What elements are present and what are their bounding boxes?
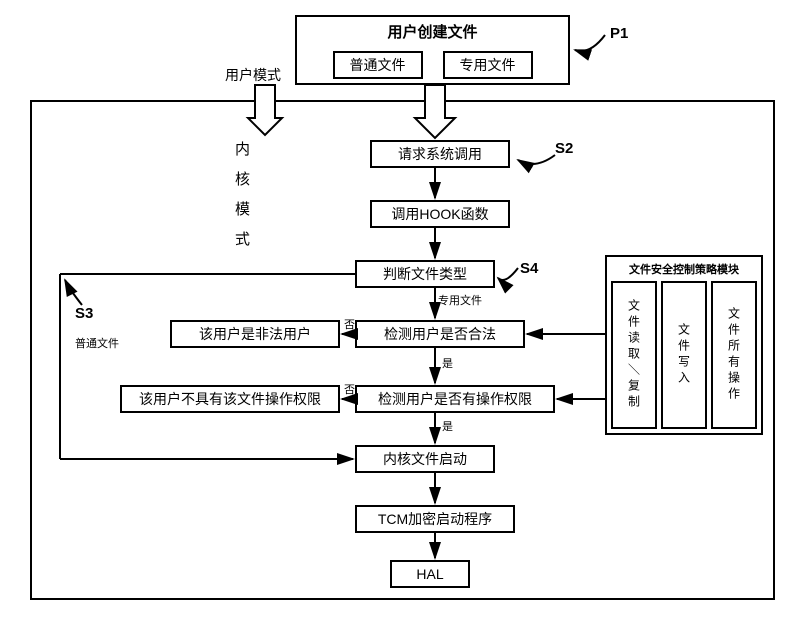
policy-title: 文件安全控制策略模块: [611, 261, 757, 277]
edge-label-special: 专用文件: [438, 292, 482, 308]
node-tcm: TCM加密启动程序: [355, 505, 515, 533]
normal-file-box: 普通文件: [333, 51, 423, 79]
node-hal: HAL: [390, 560, 470, 588]
user-mode-label: 用户模式: [225, 65, 281, 85]
node-check-user: 检测用户是否合法: [355, 320, 525, 348]
node-illegal-user: 该用户是非法用户: [170, 320, 340, 348]
node-req-syscall: 请求系统调用: [370, 140, 510, 168]
policy-col3: 文件所有操作: [711, 281, 757, 429]
node-check-perm: 检测用户是否有操作权限: [355, 385, 555, 413]
policy-col2: 文件写入: [661, 281, 707, 429]
edge-label-no2: 否: [344, 381, 355, 397]
kernel-mode-label: 内 核 模 式: [235, 135, 250, 255]
node-call-hook: 调用HOOK函数: [370, 200, 510, 228]
special-file-box: 专用文件: [443, 51, 533, 79]
node-judge-type: 判断文件类型: [355, 260, 495, 288]
edge-label-yes1: 是: [442, 355, 453, 371]
annotation-s2: S2: [555, 140, 573, 157]
user-create-panel: 用户创建文件 普通文件 专用文件: [295, 15, 570, 85]
policy-module: 文件安全控制策略模块 文件读取＼复制 文件写入 文件所有操作: [605, 255, 763, 435]
edge-label-no1: 否: [344, 316, 355, 332]
node-no-perm: 该用户不具有该文件操作权限: [120, 385, 340, 413]
edge-label-normal: 普通文件: [75, 335, 119, 351]
annotation-s4: S4: [520, 260, 538, 277]
annotation-p1: P1: [610, 25, 628, 42]
policy-col1: 文件读取＼复制: [611, 281, 657, 429]
edge-label-yes2: 是: [442, 418, 453, 434]
node-kernel-start: 内核文件启动: [355, 445, 495, 473]
user-create-title: 用户创建文件: [387, 21, 477, 42]
annotation-s3: S3: [75, 305, 93, 322]
